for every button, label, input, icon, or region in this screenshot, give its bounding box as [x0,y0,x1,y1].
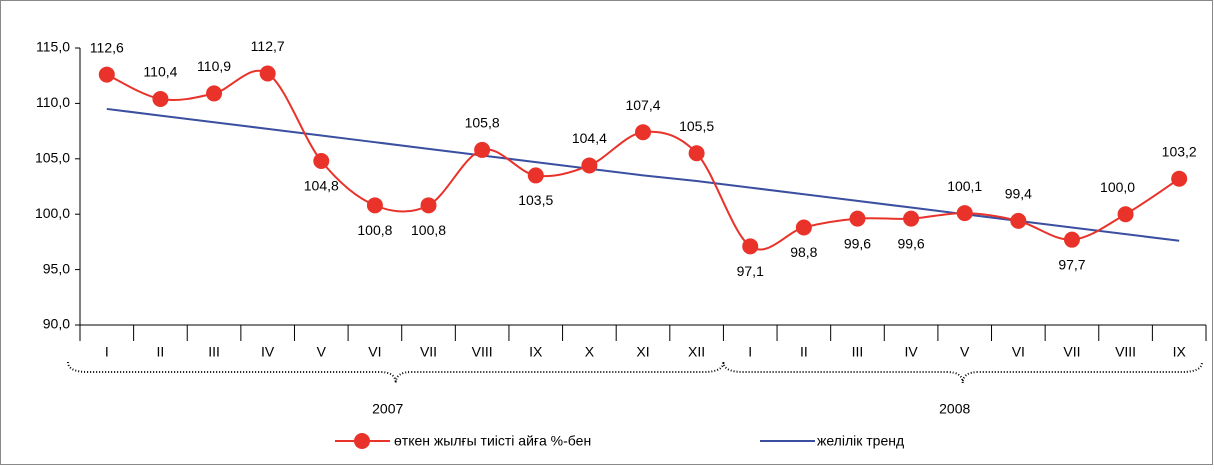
x-tick-label: IX [529,344,543,360]
marker [474,141,491,158]
x-tick-label: X [585,344,595,360]
marker [152,90,169,107]
data-label: 112,7 [251,38,285,54]
y-tick-label: 115,0 [36,39,70,55]
group-brace [722,361,1203,384]
x-tick-label: VIII [1115,344,1136,360]
data-label: 100,0 [1100,179,1135,195]
marker [313,153,330,170]
x-tick-label: I [105,344,109,360]
x-tick-label: IV [261,344,275,360]
marker [581,157,598,174]
data-label: 110,9 [197,58,231,74]
marker [849,210,866,227]
group-label: 2007 [372,401,403,417]
marker [742,238,759,255]
group-brace [67,361,725,384]
x-tick-label: III [208,344,220,360]
y-tick-label: 105,0 [35,150,70,166]
x-tick-label: VIII [472,344,493,360]
x-tick-label: VII [1063,344,1080,360]
data-label: 99,6 [844,235,871,251]
data-label: 100,8 [357,222,392,238]
trend-line [106,107,1180,242]
x-tick-label: VI [368,344,381,360]
legend-label: желілік тренд [817,433,904,449]
x-tick-label: V [317,344,327,360]
y-tick-label: 90,0 [43,316,70,332]
marker [259,65,276,82]
x-tick-label: VI [1012,344,1025,360]
data-label: 100,8 [411,222,446,238]
y-tick-label: 110,0 [36,94,70,110]
x-tick-label: VII [420,344,437,360]
data-label: 103,5 [518,192,553,208]
data-label: 104,8 [304,178,339,194]
data-label: 99,4 [1005,186,1032,202]
x-tick-label: XII [688,344,705,360]
y-tick-label: 100,0 [35,205,70,221]
data-label: 107,4 [625,97,660,113]
marker [903,210,920,227]
x-tick-label: IV [904,344,918,360]
data-label: 104,4 [572,130,607,146]
marker [527,167,544,184]
x-tick-label: I [748,344,752,360]
x-tick-label: III [852,344,864,360]
marker [956,205,973,222]
marker [1063,231,1080,248]
data-label: 110,4 [143,64,177,80]
marker [795,219,812,236]
x-tick-label: V [960,344,970,360]
x-tick-label: II [157,344,165,360]
marker [1117,206,1134,223]
marker [420,197,437,214]
marker [206,85,223,102]
data-label: 112,6 [90,39,124,55]
data-label: 105,8 [465,115,500,131]
marker [635,124,651,141]
data-label: 97,1 [737,263,764,279]
y-tick-label: 95,0 [43,260,70,276]
x-tick-label: IX [1173,344,1187,360]
x-tick-label: XI [636,344,649,360]
marker [366,197,383,214]
data-label: 97,7 [1058,256,1085,272]
legend-marker [354,433,370,449]
marker [98,66,115,83]
marker [1171,170,1188,187]
legend-label: өткен жылғы тиісті айға %-бен [394,433,591,449]
x-tick-label: II [800,344,808,360]
data-label: 99,6 [897,235,924,251]
group-label: 2008 [939,401,970,417]
data-label: 105,5 [679,118,714,134]
data-label: 98,8 [790,244,817,260]
data-label: 100,1 [947,178,982,194]
marker [1010,212,1027,229]
marker [688,145,705,162]
data-label: 103,2 [1162,143,1197,159]
